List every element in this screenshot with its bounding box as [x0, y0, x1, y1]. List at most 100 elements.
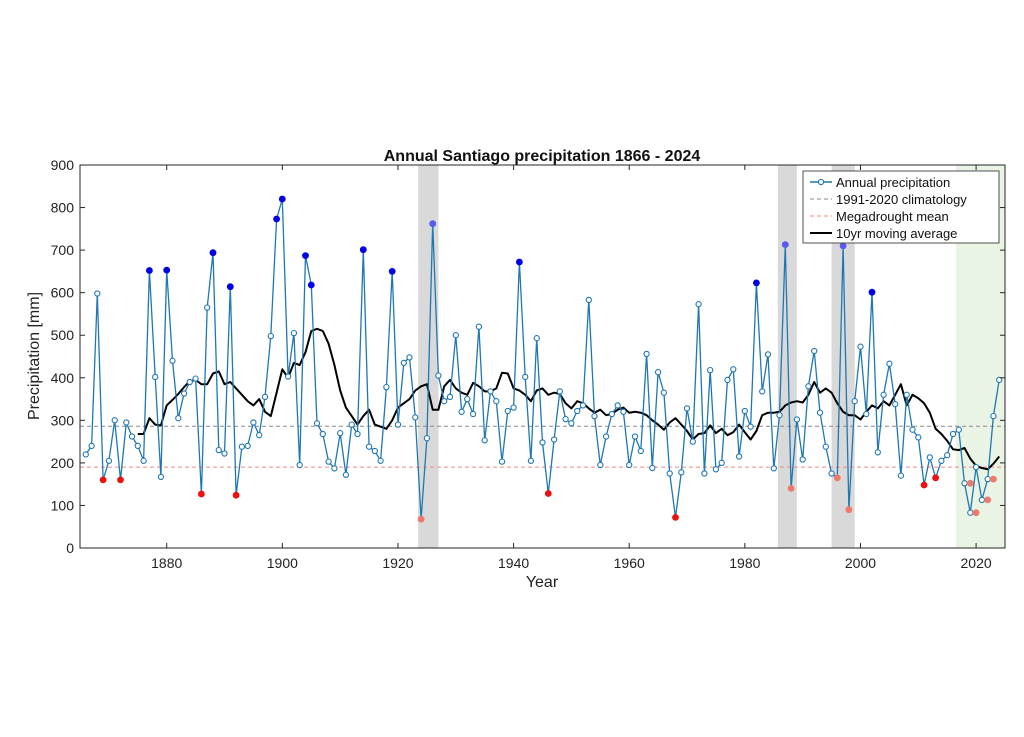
data-point: [972, 463, 980, 471]
chart-title: Annual Santiago precipitation 1866 - 202…: [384, 148, 701, 165]
data-point: [394, 421, 402, 428]
data-point: [602, 433, 610, 440]
data-point: [805, 383, 812, 390]
data-point: [880, 391, 887, 398]
data-point: [527, 457, 535, 464]
data-point: [175, 415, 182, 422]
y-tick-label: 400: [51, 370, 75, 386]
data-point: [874, 449, 881, 456]
data-point: [487, 388, 494, 395]
data-point: [452, 332, 459, 339]
legend-label-megadrought: Megadrought mean: [836, 209, 949, 224]
data-point: [261, 393, 269, 401]
data-point: [770, 465, 777, 472]
data-point: [984, 475, 991, 483]
legend-label-annual: Annual precipitation: [836, 175, 950, 190]
data-point: [637, 447, 644, 455]
data-point: [383, 383, 390, 391]
data-point: [718, 459, 725, 467]
data-point: [689, 438, 696, 445]
y-tick-label: 700: [51, 242, 75, 258]
data-point: [678, 469, 685, 476]
data-point: [250, 419, 257, 426]
data-point: [944, 452, 951, 459]
wet-year-point: [429, 220, 437, 228]
dry-year-point: [990, 475, 997, 483]
wet-year-point: [781, 241, 789, 249]
dry-year-point: [787, 485, 795, 492]
wet-year-point: [278, 195, 286, 203]
data-point: [354, 430, 361, 438]
data-point: [649, 464, 656, 472]
data-point: [221, 450, 228, 457]
data-point: [811, 347, 818, 355]
data-point: [157, 473, 165, 481]
data-point: [204, 304, 211, 311]
data-point: [915, 434, 922, 441]
data-point: [683, 405, 691, 412]
dry-year-point: [544, 490, 552, 497]
data-point: [909, 426, 916, 433]
data-point: [325, 458, 332, 465]
dry-year-point: [232, 491, 240, 499]
data-point: [828, 470, 835, 477]
data-point: [365, 443, 373, 450]
wet-year-point: [163, 266, 171, 274]
data-point: [319, 430, 326, 438]
wet-year-point: [302, 252, 309, 259]
data-point: [446, 393, 454, 401]
data-point: [666, 470, 673, 477]
data-point: [337, 429, 344, 437]
wet-year-point: [209, 249, 217, 257]
wet-year-point: [388, 268, 396, 275]
dry-year-point: [117, 476, 124, 484]
data-point: [949, 430, 957, 438]
data-point: [863, 410, 870, 418]
data-point: [712, 466, 720, 473]
data-point: [377, 457, 384, 464]
data-point: [897, 472, 905, 479]
data-point: [799, 456, 806, 463]
data-point: [759, 388, 766, 395]
moving-average-layer: [137, 327, 1000, 471]
y-tick-label: 100: [51, 497, 75, 513]
data-point: [961, 480, 968, 487]
x-tick-label: 1880: [151, 555, 182, 571]
dry-year-point: [972, 509, 980, 517]
data-point: [423, 435, 431, 442]
legend-swatch-annual-marker: [817, 178, 825, 186]
data-point: [152, 373, 159, 381]
data-point: [186, 378, 193, 386]
data-point: [169, 357, 176, 364]
wet-year-point: [146, 267, 153, 274]
data-point: [412, 414, 419, 421]
data-point: [764, 351, 772, 358]
data-point: [886, 360, 893, 367]
y-tick-label: 600: [51, 285, 75, 301]
data-point: [707, 366, 714, 374]
legend-box: [802, 170, 1000, 244]
data-point: [481, 437, 488, 444]
data-point: [441, 398, 448, 405]
data-point: [643, 350, 650, 358]
legend-label-climatology: 1991-2020 climatology: [836, 192, 967, 207]
data-point: [82, 451, 89, 458]
wet-year-point: [516, 258, 523, 266]
data-point: [88, 442, 95, 450]
data-point: [626, 461, 633, 469]
dry-year-point: [99, 476, 107, 484]
data-point: [851, 398, 858, 405]
data-point: [290, 329, 298, 337]
data-point: [331, 465, 338, 472]
data-point: [562, 415, 569, 423]
data-point: [591, 412, 598, 420]
y-axis-ticks: 0 100 200 300 400 500 600 700 800 900: [51, 157, 1005, 556]
data-point: [816, 409, 824, 416]
data-point: [695, 301, 702, 308]
wet-year-point: [273, 215, 280, 223]
data-point: [371, 447, 378, 455]
data-point: [475, 323, 483, 330]
dry-year-point: [198, 490, 205, 498]
